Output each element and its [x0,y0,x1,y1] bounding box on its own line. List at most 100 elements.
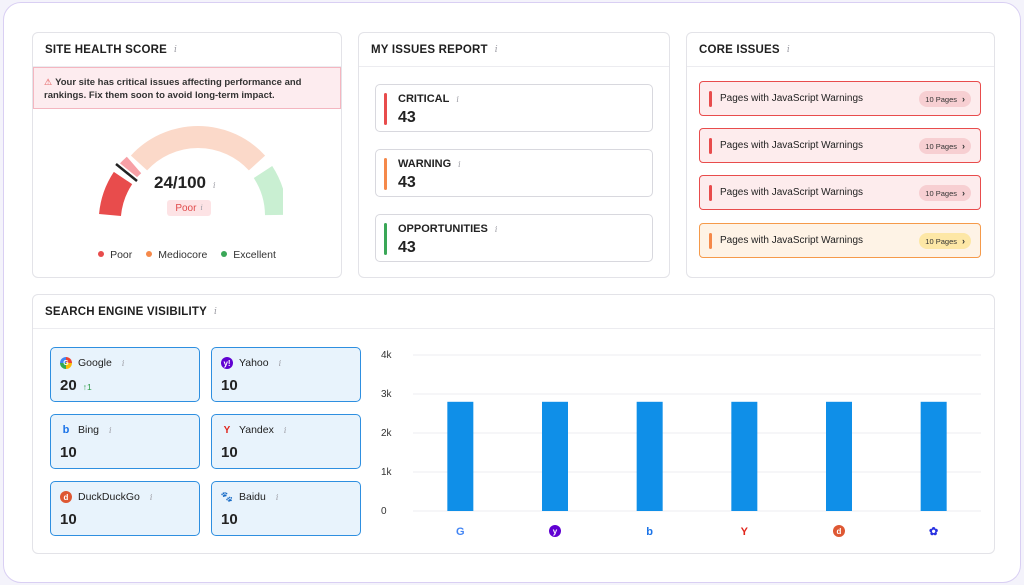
issue-critical[interactable]: CRITICAL i 43 [375,84,653,132]
issues-report-header: MY ISSUES REPORT i [359,33,669,67]
info-icon[interactable]: i [278,358,282,368]
core-issues-header: CORE ISSUES i [687,33,994,67]
bar-yahoo[interactable] [542,401,568,511]
pages-count-pill[interactable]: 10 Pages › [919,138,971,154]
score-value: 24/100 i [154,173,274,193]
engine-google[interactable]: G Google i 20 ↑1 [50,347,200,402]
info-icon[interactable]: i [458,160,461,169]
engine-baidu[interactable]: 🐾 Baidu i 10 [211,481,361,536]
issues-report-card: MY ISSUES REPORT i CRITICAL i 43 WARNING i… [358,32,670,278]
pages-count-pill[interactable]: 10 Pages › [919,91,971,107]
core-issue-text: Pages with JavaScript Warnings [720,93,864,104]
issue-count: 43 [398,109,416,126]
info-icon[interactable]: i [494,44,498,55]
google-icon: G [60,357,72,369]
chevron-right-icon: › [962,94,965,104]
engine-value: 10 [221,377,238,394]
chevron-right-icon: › [962,236,965,246]
bar-google[interactable] [447,401,474,511]
chevron-right-icon: › [962,141,965,151]
core-issue-row[interactable]: Pages with JavaScript Warnings 10 Pages › [699,175,981,210]
warning-indicator [384,158,387,190]
duckduckgo-icon-bg [833,525,845,537]
info-icon[interactable]: i [456,95,459,104]
y-tick-label: 3k [381,389,393,400]
engine-yandex[interactable]: Y Yandex i 10 [211,414,361,469]
core-issue-row[interactable]: Pages with JavaScript Warnings 10 Pages › [699,223,981,258]
info-icon[interactable]: i [494,225,498,234]
bar-bing[interactable] [636,401,663,511]
core-issues-title: CORE ISSUES [699,43,780,56]
yahoo-icon: y! [221,357,233,369]
core-issue-text: Pages with JavaScript Warnings [720,140,864,151]
info-icon[interactable]: i [149,492,153,502]
bing-icon: b [62,424,70,436]
engine-value: 10 [221,511,238,528]
legend-item-mediocre: Mediocore [146,249,207,261]
delta-up: ↑1 [82,382,92,392]
critical-indicator [709,185,712,201]
critical-indicator [709,91,712,107]
yahoo-icon-bg [549,525,561,537]
gauge-needle-core [115,163,138,182]
issue-count: 43 [398,239,416,256]
core-issue-row[interactable]: Pages with JavaScript Warnings 10 Pages › [699,81,981,116]
critical-alert: ⚠ Your site has critical issues affecting… [33,67,341,109]
health-gauge [99,126,283,217]
info-icon[interactable]: i [200,204,203,212]
info-icon[interactable]: i [786,44,790,55]
info-icon[interactable]: i [109,425,112,435]
pages-count-pill[interactable]: 10 Pages › [919,185,971,201]
y-tick-label: 1k [381,467,393,478]
site-health-title: SITE HEALTH SCORE [45,43,168,56]
gauge-track-mediocre [130,126,266,171]
info-icon[interactable]: i [283,425,287,435]
baidu-icon: ✿ [929,526,938,538]
yandex-icon: Y [741,526,749,538]
warning-triangle-icon: ⚠ [44,77,53,87]
core-issue-row[interactable]: Pages with JavaScript Warnings 10 Pages › [699,128,981,163]
yandex-icon: Y [223,424,231,436]
y-tick-label: 2k [381,428,393,439]
issue-warning[interactable]: WARNING i 43 [375,149,653,197]
engine-bing[interactable]: b Bing i 10 [50,414,200,469]
bar-duckduckgo[interactable] [826,401,852,511]
engine-duckduckgo[interactable]: d DuckDuckGo i 10 [50,481,200,536]
info-icon[interactable]: i [174,44,178,55]
info-icon[interactable]: i [121,358,125,368]
bar-yandex[interactable] [731,401,758,511]
visibility-header: SEARCH ENGINE VISIBILITY i [33,295,994,329]
yahoo-icon: y [553,527,558,536]
site-health-card: SITE HEALTH SCORE i ⚠ Your site has criti… [32,32,342,278]
bar-baidu[interactable] [920,401,947,511]
info-icon[interactable]: i [275,492,279,502]
visibility-card: SEARCH ENGINE VISIBILITY i G Google i 20 ↑1… [32,294,995,554]
pages-count-pill[interactable]: 10 Pages › [919,233,971,249]
duckduckgo-icon: d [60,491,72,503]
google-icon: G [456,526,465,538]
warning-indicator [709,233,712,249]
chevron-right-icon: › [962,188,965,198]
core-issue-text: Pages with JavaScript Warnings [720,187,864,198]
visibility-title: SEARCH ENGINE VISIBILITY [45,305,207,318]
info-icon[interactable]: i [213,181,216,190]
engine-value: 10 [221,444,238,461]
score-text: 24/100 [154,173,206,192]
issues-report-title: MY ISSUES REPORT [371,43,488,56]
issue-opportunities[interactable]: OPPORTUNITIES i 43 [375,214,653,262]
opportunities-indicator [384,223,387,255]
engine-yahoo[interactable]: y! Yahoo i 10 [211,347,361,402]
issue-label: OPPORTUNITIES i [398,223,498,235]
engine-value: 10 [60,511,77,528]
critical-indicator [709,138,712,154]
gauge-track-excellent [253,165,283,216]
alert-text: Your site has critical issues affecting … [44,77,302,101]
y-tick-label: 0 [381,506,387,517]
y-tick-label: 4k [381,350,393,361]
status-text: Poor [175,202,197,214]
status-badge: Poor i [167,200,211,216]
info-icon[interactable]: i [214,306,218,317]
legend-item-excellent: Excellent [221,249,276,261]
gauge-fill-poor [99,171,133,217]
